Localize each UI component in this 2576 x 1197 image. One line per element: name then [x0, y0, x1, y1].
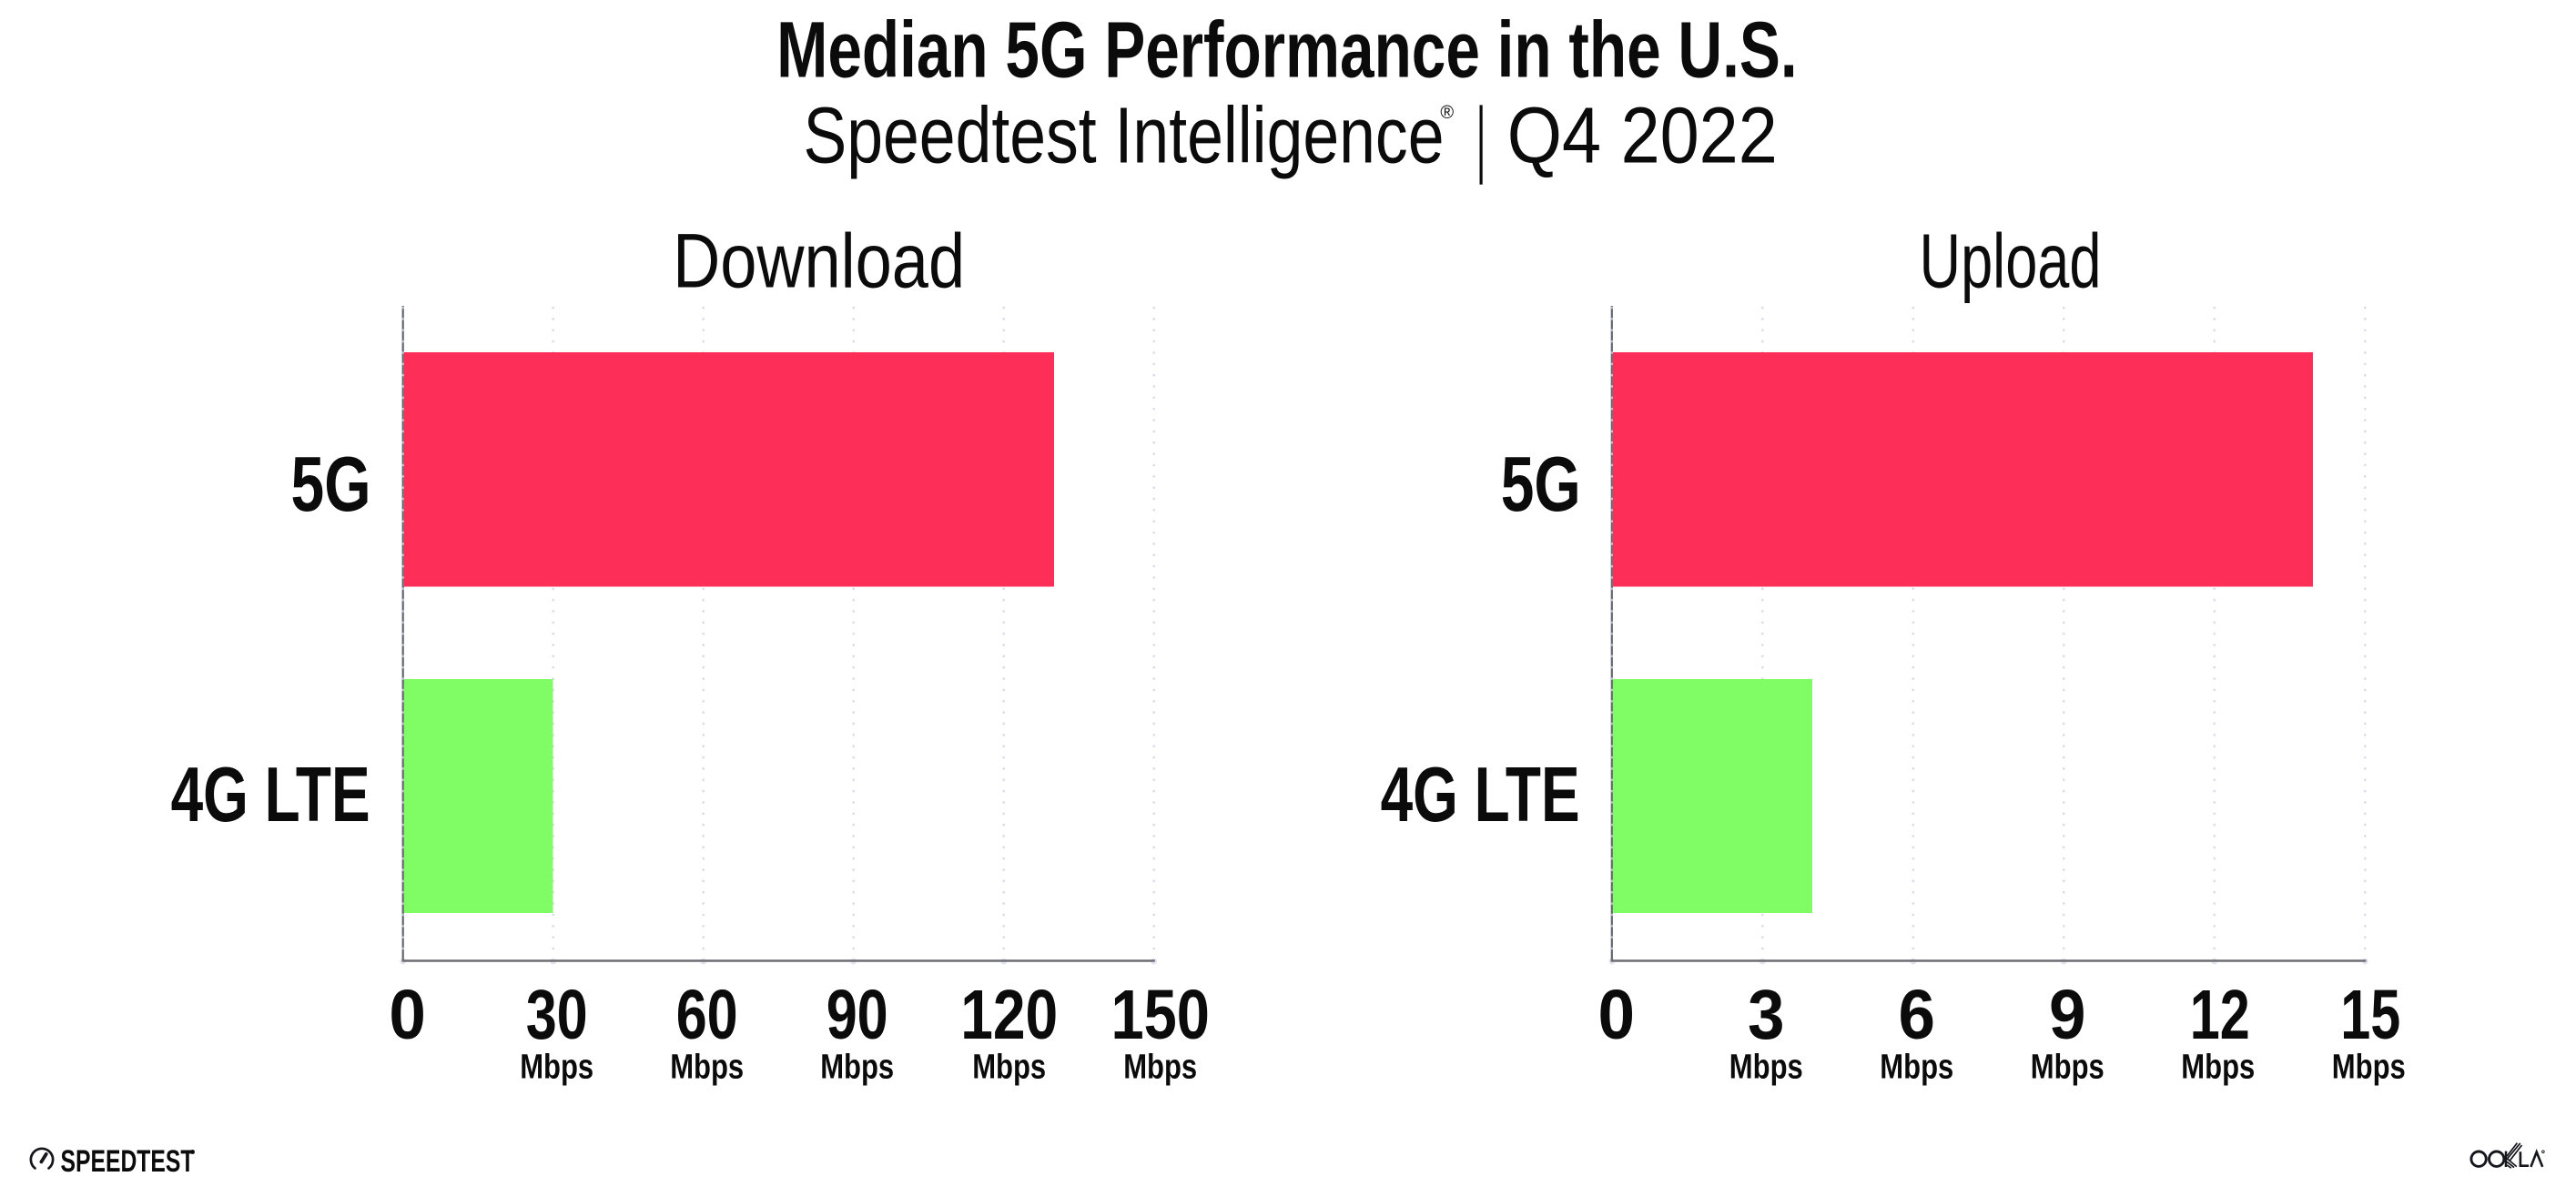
svg-text:9: 9: [2049, 977, 2086, 1054]
svg-text:15: 15: [2340, 977, 2400, 1054]
svg-text:Upload: Upload: [1920, 218, 2102, 304]
svg-text:3: 3: [1748, 977, 1785, 1054]
svg-text:90: 90: [827, 977, 888, 1054]
svg-text:Median 5G Performance in the U: Median 5G Performance in the U.S.: [776, 5, 1798, 95]
svg-text:Mbps: Mbps: [972, 1049, 1046, 1087]
svg-text:Mbps: Mbps: [1880, 1049, 1953, 1087]
svg-text:Mbps: Mbps: [2031, 1049, 2104, 1087]
svg-text:0: 0: [389, 977, 426, 1054]
svg-text:Mbps: Mbps: [1123, 1049, 1197, 1087]
svg-text:6: 6: [1899, 977, 1936, 1054]
svg-text:4G LTE: 4G LTE: [1381, 751, 1580, 838]
svg-text:30: 30: [526, 977, 588, 1054]
svg-text:Mbps: Mbps: [520, 1049, 593, 1087]
svg-text:Speedtest Intelligence: Speedtest Intelligence: [804, 91, 1445, 179]
svg-text:150: 150: [1111, 977, 1210, 1054]
svg-text:Download: Download: [673, 218, 965, 304]
svg-text:®: ®: [1440, 103, 1454, 123]
svg-text:Mbps: Mbps: [2332, 1049, 2406, 1087]
svg-text:SPEEDTEST: SPEEDTEST: [61, 1144, 195, 1179]
svg-text:120: 120: [960, 977, 1058, 1054]
svg-text:5G: 5G: [1501, 441, 1581, 528]
svg-text:4G LTE: 4G LTE: [171, 751, 370, 838]
svg-text:Mbps: Mbps: [670, 1049, 744, 1087]
svg-text:Mbps: Mbps: [820, 1049, 894, 1087]
svg-text:12: 12: [2190, 977, 2250, 1054]
svg-text:Q4 2022: Q4 2022: [1507, 91, 1778, 179]
svg-text:Mbps: Mbps: [1729, 1049, 1803, 1087]
svg-text:5G: 5G: [291, 441, 371, 528]
svg-text:60: 60: [676, 977, 738, 1054]
svg-text:Mbps: Mbps: [2181, 1049, 2255, 1087]
svg-text:0: 0: [1598, 977, 1636, 1054]
